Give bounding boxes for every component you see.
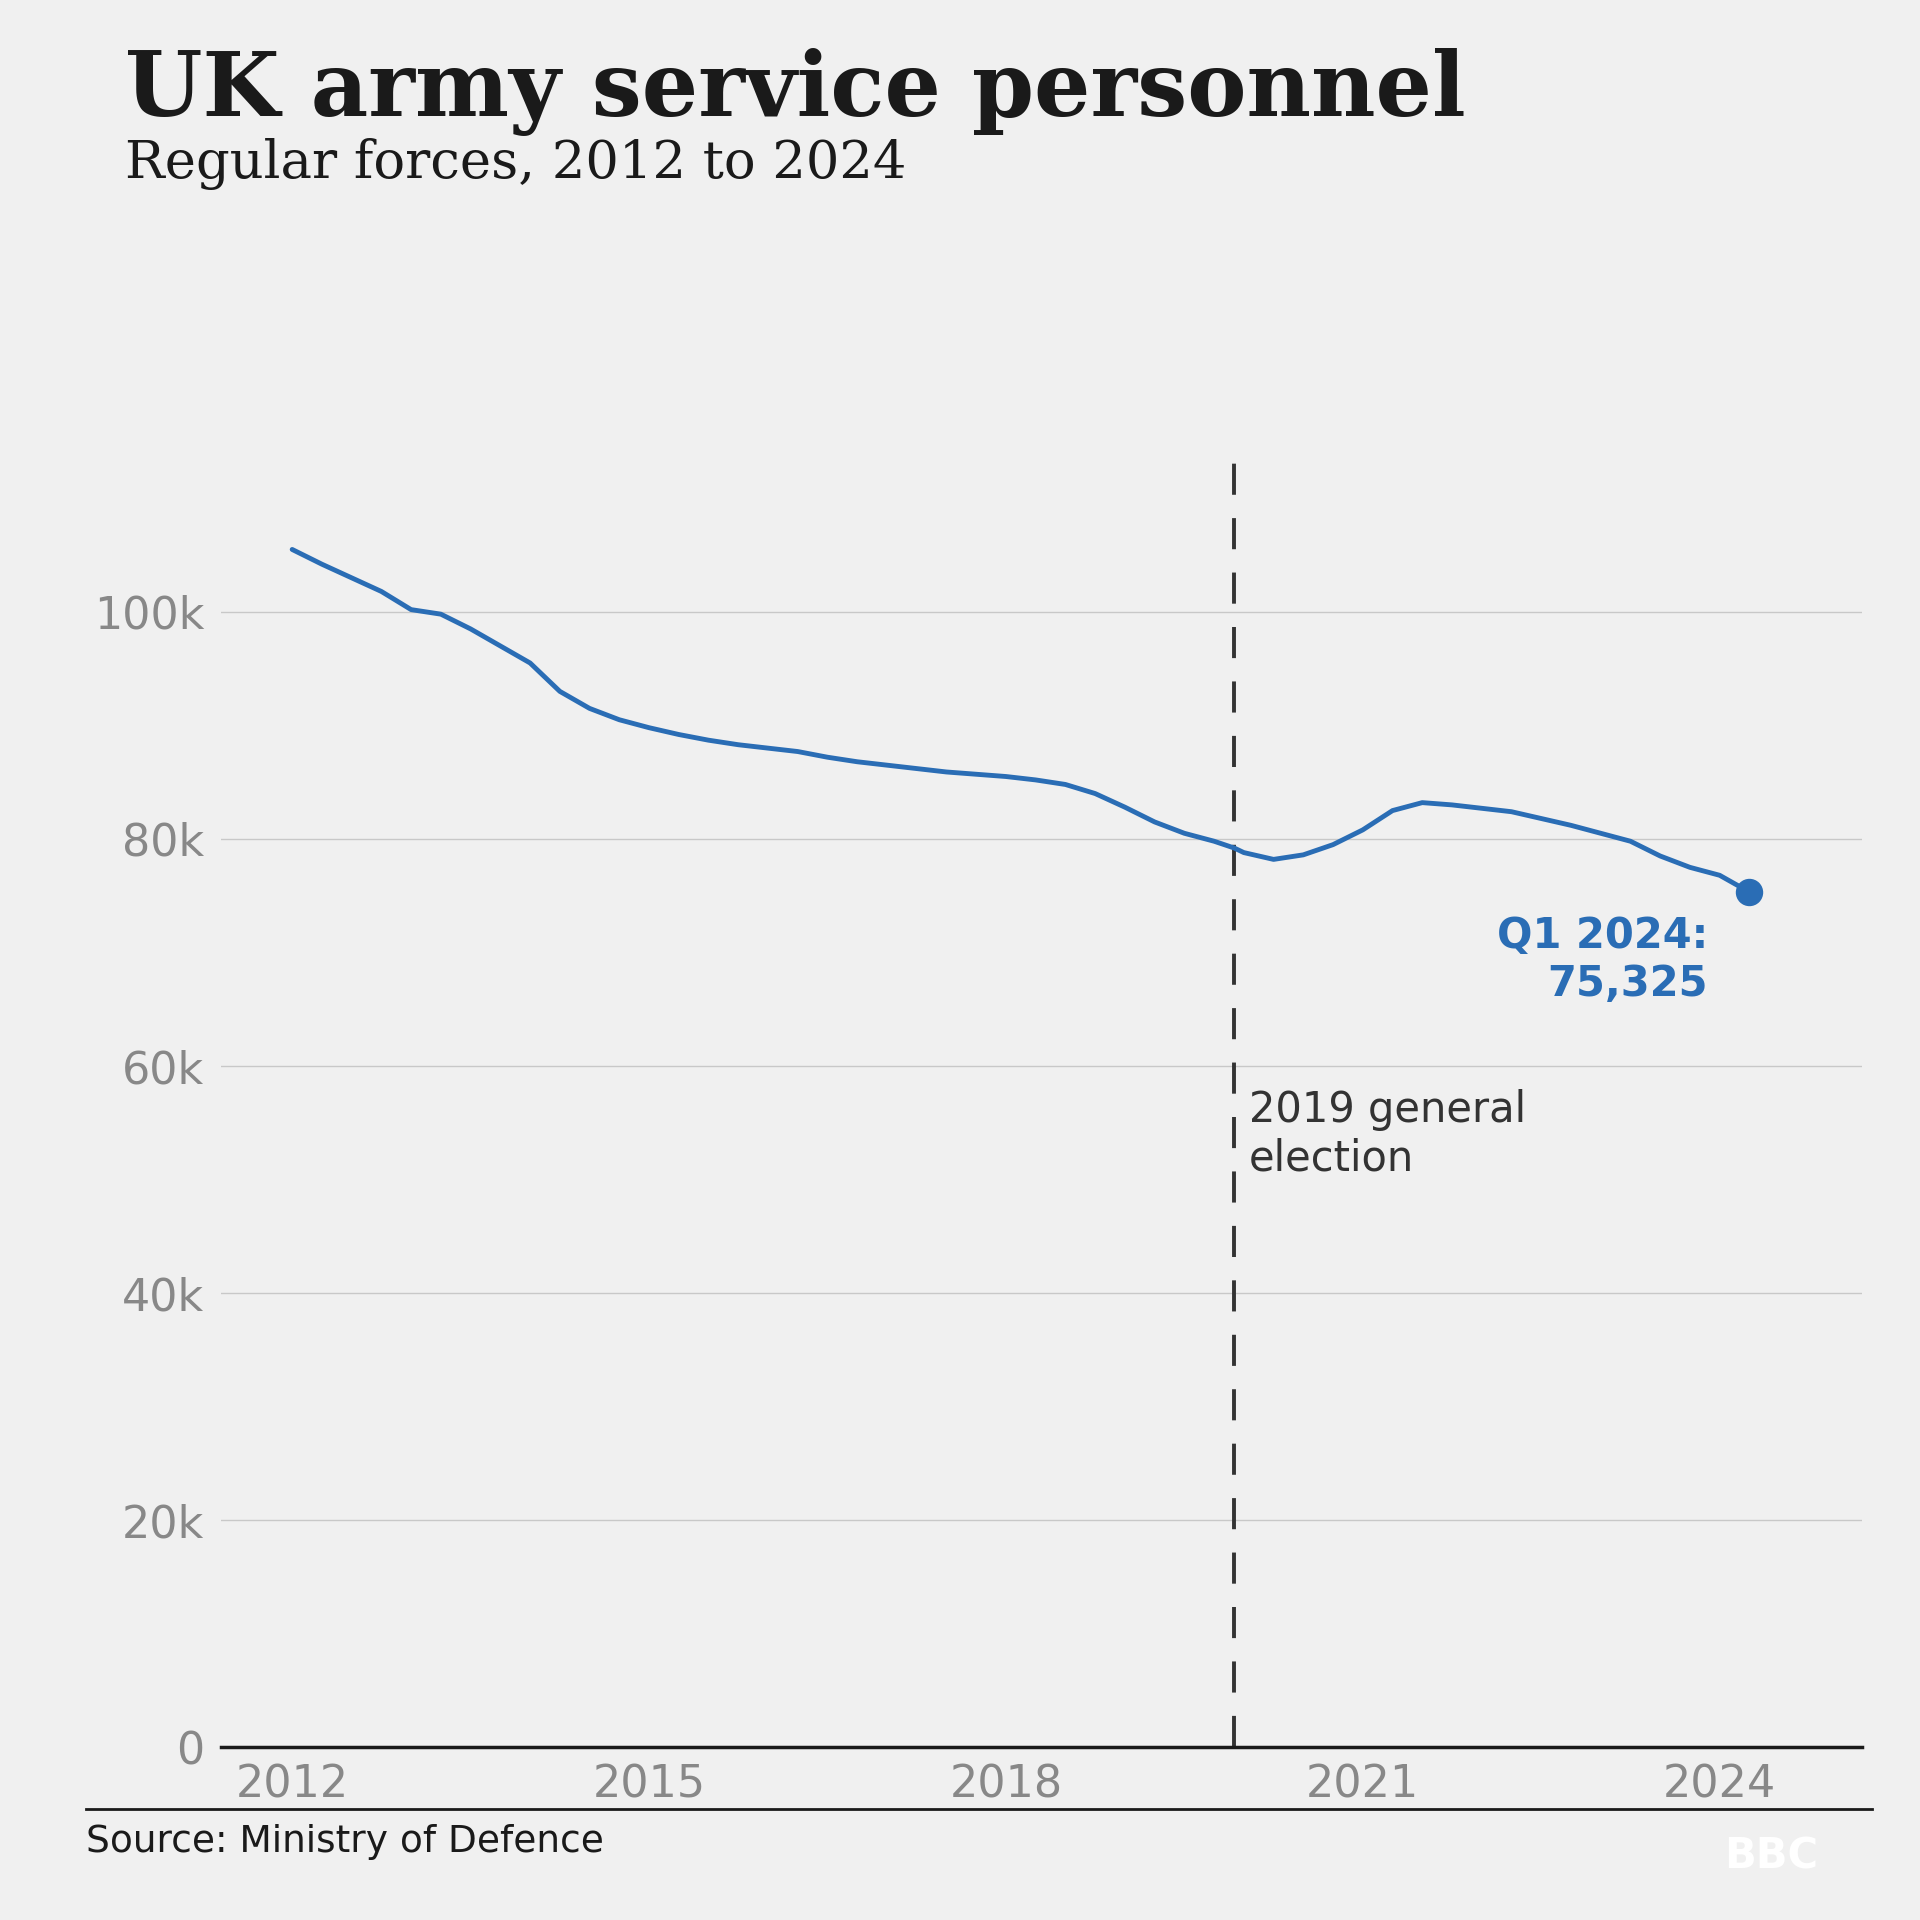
Text: Q1 2024:
75,325: Q1 2024: 75,325 xyxy=(1496,914,1707,1006)
Text: 2019 general
election: 2019 general election xyxy=(1248,1089,1526,1179)
Text: UK army service personnel: UK army service personnel xyxy=(125,48,1465,136)
Text: BBC: BBC xyxy=(1724,1836,1818,1878)
Point xyxy=(1734,877,1764,908)
Text: Regular forces, 2012 to 2024: Regular forces, 2012 to 2024 xyxy=(125,138,906,190)
Text: Source: Ministry of Defence: Source: Ministry of Defence xyxy=(86,1824,605,1860)
